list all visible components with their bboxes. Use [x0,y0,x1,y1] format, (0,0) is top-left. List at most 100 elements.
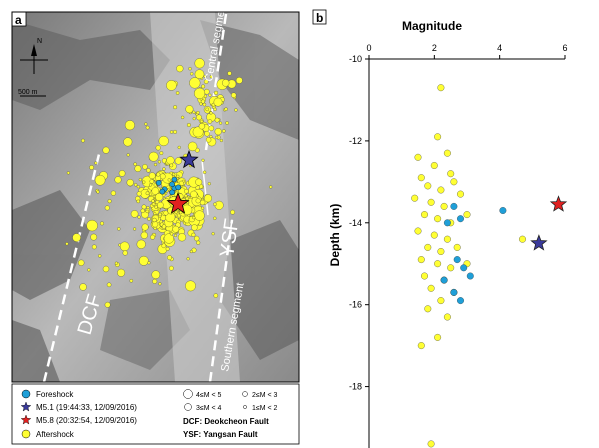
map-aftershock-point [163,233,174,244]
map-aftershock-point [145,209,149,214]
legend-size-12-marker [243,405,247,409]
map-aftershock-point [180,115,185,120]
map-aftershock-point [199,199,206,206]
map-aftershock-point [167,255,172,261]
scale-bar-label: 500 m [18,89,38,96]
map-aftershock-point [207,182,211,186]
aftershock-point [519,235,526,243]
map-aftershock-point [129,279,134,283]
map-aftershock-point [165,246,170,251]
aftershock-point [430,162,438,169]
y-tick-label: -16 [349,300,362,310]
map-aftershock-point [119,241,130,252]
map-aftershock-point [192,117,196,121]
map-aftershock-point [173,105,178,110]
legend-foreshock: Foreshock [36,390,74,399]
x-tick-label: 4 [497,43,502,53]
map-aftershock-point [141,223,149,231]
map-aftershock-point [134,165,142,172]
map-aftershock-point [136,239,146,249]
y-tick-label: -12 [349,136,362,146]
map-aftershock-point [144,122,148,126]
map-aftershock-point [102,146,110,154]
legend-size-12: 1≤M < 2 [252,405,278,412]
map-aftershock-point [196,110,200,115]
north-arrow: N [20,38,48,74]
map-aftershock-point [148,172,156,180]
aftershock-point [434,133,442,141]
map-aftershock-point [153,183,157,187]
map-aftershock-point [117,268,126,277]
map-aftershock-point [222,129,226,133]
map-aftershock-point [155,193,164,201]
map-aftershock-point [211,232,215,236]
map-aftershock-point [145,125,150,130]
map-aftershock-point [235,77,243,84]
aftershock-point [453,243,461,251]
map-aftershock-point [205,107,209,112]
map-aftershock-point [100,221,104,226]
map-aftershock-point [191,232,196,237]
map-aftershock-point [230,209,235,215]
map-aftershock-point [106,282,112,288]
map-aftershock-point [124,120,135,131]
map-aftershock-point [194,87,206,99]
map-aftershock-point [146,168,151,173]
foreshock-point [443,219,451,227]
map-aftershock-point [214,128,222,136]
map-aftershock-point [208,125,215,132]
map-aftershock-point [176,174,180,178]
map-aftershock-point [138,178,142,182]
map-aftershock-point [133,227,137,231]
aftershock-point [437,84,445,92]
map-aftershock-point [94,161,98,165]
map-aftershock-point [173,129,177,134]
map-aftershock-point [140,231,148,239]
map-aftershock-point [187,141,198,152]
aftershock-point [424,243,432,251]
map-aftershock-point [189,249,193,254]
legend-m58: M5.8 (20:32:54, 12/09/2016) [36,416,137,425]
ysf-label: YSF [216,217,243,259]
map-aftershock-point [158,212,162,217]
map-aftershock-point [162,167,166,171]
aftershock-point [417,174,425,182]
foreshock-point [460,264,468,272]
aftershock-point [463,211,471,219]
map-aftershock-point [213,216,217,220]
map-aftershock-point [149,183,153,187]
map-aftershock-point [213,97,223,107]
map-aftershock-point [158,282,162,286]
map-aftershock-point [219,138,223,143]
aftershock-point [424,305,432,313]
map-aftershock-point [81,138,85,143]
map-aftershock-point [202,170,207,174]
map-frame [11,11,300,383]
map-aftershock-point [192,110,196,114]
map-aftershock-point [194,235,200,242]
map-aftershock-point [169,130,174,134]
map-aftershock-point [159,151,164,155]
map-aftershock-point [196,240,201,245]
map-aftershock-point [151,202,156,206]
aftershock-point [437,297,445,305]
map-aftershock-point [151,187,160,195]
map-aftershock-point [136,199,140,204]
map-aftershock-point [190,190,198,198]
map-foreshock-point [159,188,166,195]
map-aftershock-point [94,174,106,186]
x-tick-label: 6 [562,43,567,53]
map-aftershock-point [123,137,133,147]
map-aftershock-point [156,172,161,177]
y-tick-label: -14 [349,218,362,228]
map-aftershock-point [134,183,138,187]
map-aftershock-point [72,233,81,242]
map-aftershock-point [174,157,182,165]
map-aftershock-point [151,199,155,203]
map-aftershock-point [184,188,189,194]
map-foreshock-point [169,181,175,188]
map-aftershock-point [214,117,220,123]
aftershock-point [447,264,455,272]
panel-b-label-box [312,9,327,25]
panel-a-map: a N 500 m DCF YSF Central segment Southe… [11,1,300,383]
